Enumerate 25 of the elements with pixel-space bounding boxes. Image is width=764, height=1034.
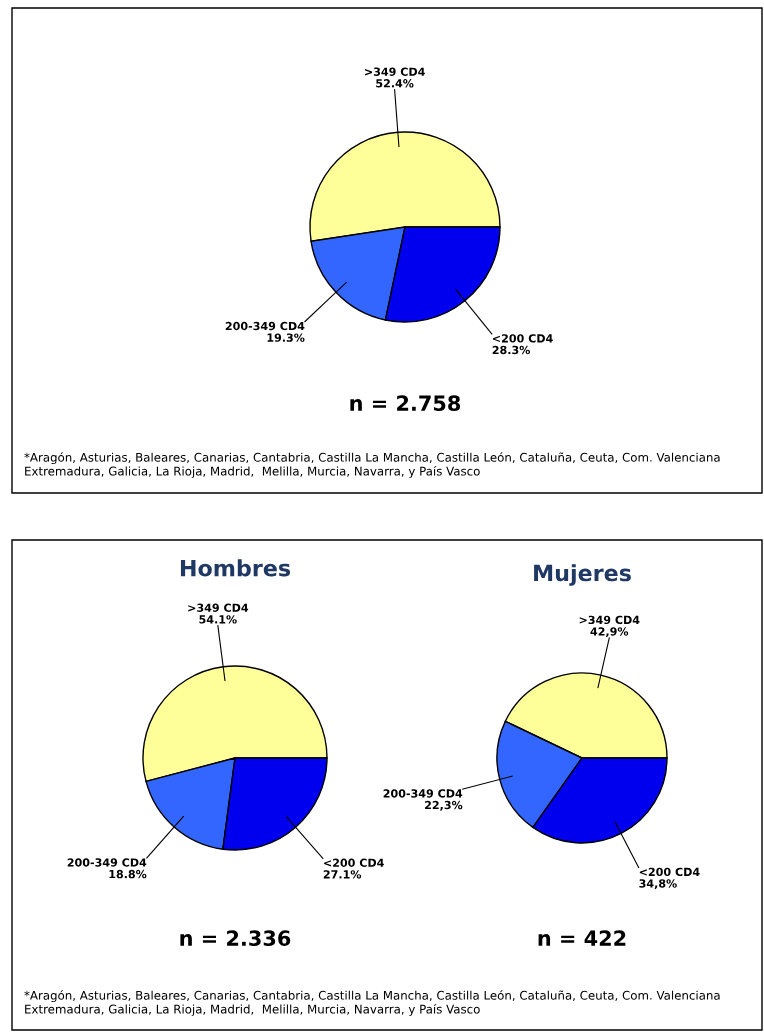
- data-label: 27.1%: [323, 870, 362, 879]
- text: n = 2.336: [180, 930, 291, 947]
- text: n = 2.758: [350, 395, 461, 412]
- slice-label: >349 CD4: [579, 615, 640, 625]
- data-label: 19.3%: [267, 333, 305, 342]
- data-label: 18.8%: [109, 869, 147, 879]
- text: n = 422: [538, 930, 626, 946]
- data-label: 54.1%: [199, 615, 237, 624]
- slice-label: >349 CD4: [365, 67, 425, 76]
- data-label: 22,3%: [425, 800, 463, 811]
- data-label: 52.4%: [376, 79, 414, 88]
- slice-label: 200-349 CD4: [383, 789, 463, 798]
- slice-label: >349 CD4: [188, 603, 249, 612]
- slice-label: <200 CD4: [492, 334, 553, 343]
- chart-title: Hombres: [180, 559, 291, 577]
- text: *Aragón, Asturias, Baleares, Canarias, Cantabria, Castilla La Mancha, Castilla León, Cataluña, Ceuta, Com. Valenciana Extremadura, Galicia, La Rioja, Madrid, Melilla, Murcia, Navarra, y País Vasco: [24, 990, 720, 1016]
- slice-label: 200-349 CD4: [225, 321, 305, 331]
- slice-label: <200 CD4: [639, 867, 700, 877]
- slice-label: <200 CD4: [324, 858, 384, 867]
- data-label: 28.3%: [492, 345, 530, 355]
- chart-title: Mujeres: [534, 564, 631, 586]
- data-label: 42,9%: [590, 627, 629, 638]
- text: *Aragón, Asturias, Baleares, Canarias, Cantabria, Castilla La Mancha, Castilla León, Cataluña, Ceuta, Com. Valenciana Extremadura, Galicia, La Rioja, Madrid, Melilla, Murcia, Navarra, y País Vasco: [24, 452, 720, 478]
- slice-label: 200-349 CD4: [67, 858, 147, 867]
- data-label: 34,8%: [639, 879, 677, 890]
